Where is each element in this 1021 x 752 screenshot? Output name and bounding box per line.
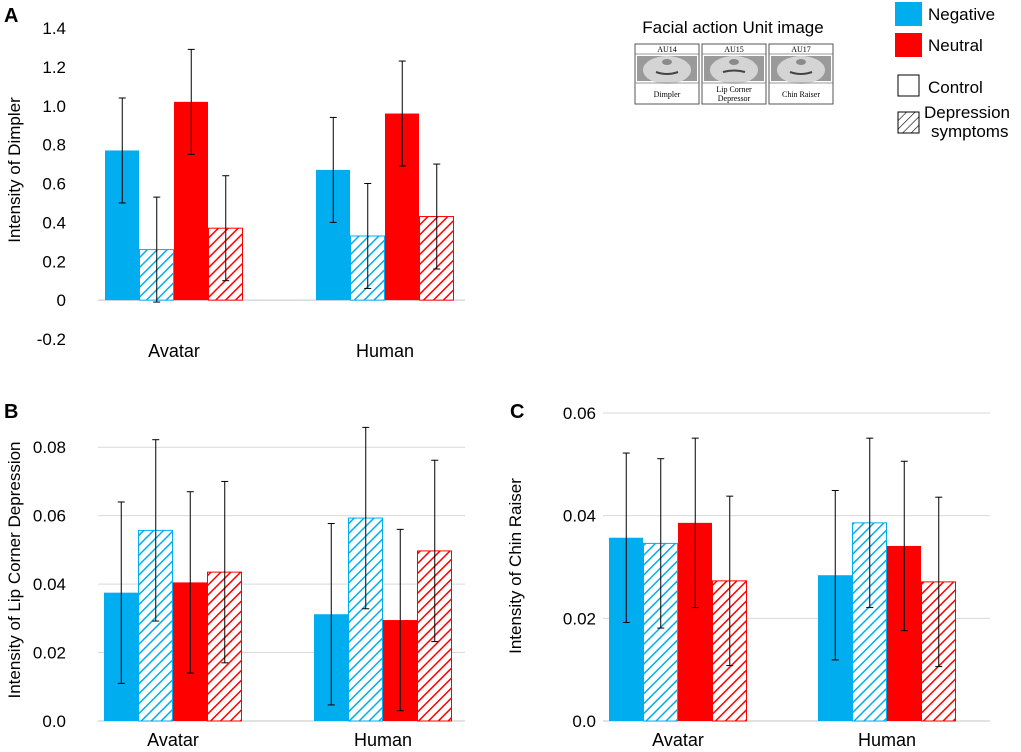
chin-raiser-face-icon [771, 56, 831, 84]
error-bar-c-human-negative-control [831, 490, 839, 661]
chart-panel-c: 0.0 0.02 0.04 0.06 Intensity of Chin Raiser A… [506, 404, 990, 750]
error-bar-a-human-negative-control [329, 116, 337, 223]
category-label-b-human: Human [354, 730, 412, 750]
ytick-label-b-0: 0.0 [42, 712, 66, 731]
category-label-b-avatar: Avatar [147, 730, 199, 750]
error-bar-c-avatar-neutral-depression-symptoms [726, 495, 734, 667]
legend-swatch-control [897, 74, 920, 97]
legend-label-neutral: Neutral [928, 36, 983, 55]
category-label-c-avatar: Avatar [652, 730, 704, 750]
ytick-label-a-6: 1.0 [42, 97, 66, 116]
error-bar-c-human-neutral-depression-symptoms [935, 496, 943, 668]
legend-label-depression-line1: Depression [924, 103, 1010, 122]
lip-corner-face-icon [704, 56, 764, 84]
error-bar-b-avatar-neutral-depression-symptoms [221, 480, 229, 664]
error-bar-a-avatar-neutral-control [187, 48, 195, 155]
ytick-label-c-2: 0.04 [563, 507, 596, 526]
au-name-au14-line1: Dimpler [654, 90, 681, 99]
ytick-label-a-8: 1.4 [42, 19, 66, 38]
au-name-au17-line1: Chin Raiser [782, 90, 820, 99]
error-bar-a-avatar-neutral-depression-symptoms [222, 175, 230, 282]
au-code-au17: AU17 [791, 45, 811, 54]
error-bar-a-human-neutral-depression-symptoms [433, 163, 441, 270]
ytick-label-a-0: -0.2 [37, 330, 66, 349]
ytick-label-a-2: 0.2 [42, 252, 66, 271]
ytick-label-a-5: 0.8 [42, 136, 66, 155]
au-name-au15-line1: Lip Corner [716, 85, 752, 94]
panel-letter-b: B [4, 401, 18, 423]
error-bar-b-avatar-negative-control [117, 501, 125, 684]
category-label-a-human: Human [356, 341, 414, 361]
y-axis-label-c: Intensity of Chin Raiser [506, 478, 525, 654]
legend-swatch-depression [897, 111, 920, 134]
au-name-au15-line2: Depressor [718, 94, 751, 103]
ytick-label-c-0: 0.0 [572, 712, 596, 731]
error-bar-a-human-negative-depression-symptoms [364, 183, 372, 289]
ytick-label-a-1: 0 [57, 291, 66, 310]
y-axis-label-b: Intensity of Lip Corner Depression [5, 441, 24, 698]
au-cell-au17: AU17 Chin Raiser [768, 43, 834, 105]
legend-label-depression-line2: symptoms [931, 122, 1008, 141]
ytick-label-a-4: 0.6 [42, 175, 66, 194]
y-axis-label-a: Intensity of Dimpler [5, 97, 24, 243]
ytick-label-c-3: 0.06 [563, 404, 596, 423]
legend-label-negative: Negative [928, 5, 995, 24]
chart-panel-a: -0.2 0 0.2 0.4 0.6 0.8 1.0 1.2 1.4 Intensity of D… [5, 19, 465, 361]
error-bar-a-avatar-negative-depression-symptoms [153, 196, 161, 303]
ytick-label-b-3: 0.06 [33, 507, 66, 526]
dimpler-face-icon [637, 56, 697, 84]
au-image-title: Facial action Unit image [642, 18, 823, 37]
error-bar-a-avatar-negative-control [118, 97, 126, 204]
error-bar-b-human-negative-depression-symptoms [362, 426, 370, 610]
error-bar-c-human-neutral-control [900, 460, 908, 632]
au-code-au15: AU15 [724, 45, 744, 54]
error-bar-b-human-negative-control [327, 523, 335, 706]
error-bar-b-avatar-negative-depression-symptoms [152, 439, 160, 622]
error-bar-b-human-neutral-control [396, 528, 404, 712]
ytick-label-c-1: 0.02 [563, 609, 596, 628]
ytick-label-b-2: 0.04 [33, 575, 66, 594]
legend-swatch-negative [895, 2, 922, 26]
error-bar-c-human-negative-depression-symptoms [866, 437, 874, 609]
category-label-a-avatar: Avatar [148, 341, 200, 361]
error-bar-b-avatar-neutral-control [186, 491, 194, 674]
error-bar-c-avatar-neutral-control [691, 437, 699, 609]
error-bar-c-avatar-negative-control [622, 452, 630, 623]
error-bar-c-avatar-negative-depression-symptoms [657, 458, 665, 629]
chart-panel-b: 0.0 0.02 0.04 0.06 0.08 Intensity of Lip Corn… [5, 426, 465, 750]
panel-letter-c: C [510, 401, 524, 423]
ytick-label-b-4: 0.08 [33, 438, 66, 457]
ytick-label-b-1: 0.02 [33, 644, 66, 663]
panel-letter-a: A [4, 5, 18, 27]
ytick-label-a-7: 1.2 [42, 58, 66, 77]
legend: Negative Neutral Control Depression symp… [895, 2, 1010, 141]
legend-label-control: Control [928, 78, 983, 97]
error-bar-a-human-neutral-control [398, 60, 406, 167]
category-label-c-human: Human [858, 730, 916, 750]
au-cell-au14: AU14 Dimpler [634, 43, 700, 105]
ytick-label-a-3: 0.4 [42, 213, 66, 232]
legend-swatch-neutral [895, 33, 922, 57]
error-bar-b-human-neutral-depression-symptoms [431, 459, 439, 643]
au-code-au14: AU14 [657, 45, 677, 54]
au-image: Facial action Unit image AU14 Dimpler AU15… [634, 18, 834, 105]
